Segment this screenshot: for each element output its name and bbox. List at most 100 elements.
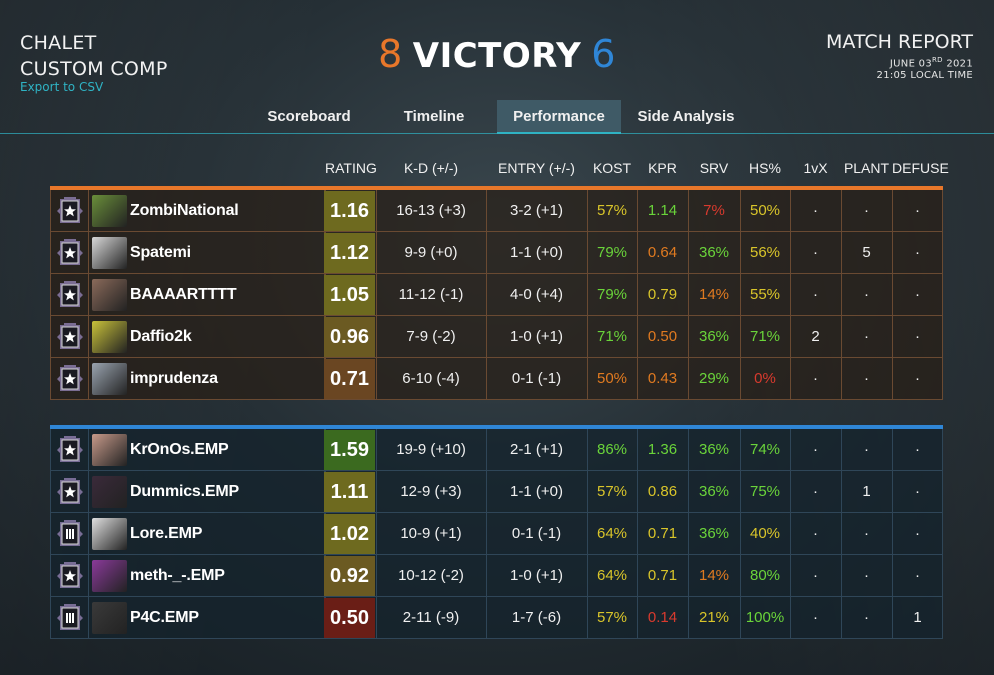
cell-divider	[892, 555, 893, 597]
player-row[interactable]: imprudenza 0.71 6-10 (-4) 0-1 (-1) 50% 0.43 29…	[50, 358, 943, 400]
stat-defuse: ·	[915, 441, 920, 458]
cell-divider	[637, 597, 638, 639]
cell-divider	[637, 232, 638, 274]
stat-plant: ·	[864, 370, 869, 387]
player-name[interactable]: Spatemi	[130, 244, 191, 261]
cell-divider	[688, 358, 689, 400]
cell-divider	[841, 232, 842, 274]
stat-hs: 100%	[745, 609, 785, 626]
stat-kpr: 1.14	[647, 202, 678, 219]
match-time: 21:05 LOCAL TIME	[876, 70, 973, 82]
cell-divider	[587, 190, 588, 232]
player-name[interactable]: P4C.EMP	[130, 609, 199, 626]
cell-divider	[740, 232, 741, 274]
cell-divider	[50, 429, 51, 471]
avatar[interactable]	[92, 363, 127, 395]
row-divider	[50, 596, 943, 597]
player-row[interactable]: P4C.EMP 0.50 2-11 (-9) 1-7 (-6) 57% 0.14 21% 10…	[50, 597, 943, 639]
cell-divider	[892, 274, 893, 316]
cell-divider	[688, 555, 689, 597]
cell-divider	[942, 429, 943, 471]
stat-srv: 14%	[698, 567, 730, 584]
avatar[interactable]	[92, 476, 127, 508]
player-row[interactable]: ZombiNational 1.16 16-13 (+3) 3-2 (+1) 57% 1.…	[50, 190, 943, 232]
stat-srv: 7%	[703, 202, 725, 219]
player-row[interactable]: Lore.EMP 1.02 10-9 (+1) 0-1 (-1) 64% 0.71 36% 4…	[50, 513, 943, 555]
cell-divider	[841, 513, 842, 555]
cell-divider	[740, 274, 741, 316]
player-name[interactable]: BAAAARTTTT	[130, 286, 237, 303]
cell-divider	[587, 429, 588, 471]
cell-divider	[790, 513, 791, 555]
tab-side-analysis[interactable]: Side Analysis	[637, 108, 735, 125]
cell-divider	[88, 429, 89, 471]
avatar[interactable]	[92, 195, 127, 227]
tab-scoreboard[interactable]: Scoreboard	[267, 108, 351, 125]
avatar[interactable]	[92, 560, 127, 592]
rank-badge-star-icon	[56, 196, 84, 226]
cell-divider	[587, 597, 588, 639]
row-divider	[50, 315, 943, 316]
avatar[interactable]	[92, 237, 127, 269]
stat-kpr: 0.71	[647, 567, 678, 584]
player-row[interactable]: KrOnOs.EMP 1.59 19-9 (+10) 2-1 (+1) 86% 1.36 3…	[50, 429, 943, 471]
stat-hs: 71%	[749, 328, 781, 345]
tab-performance[interactable]: Performance	[497, 100, 621, 134]
cell-divider	[790, 190, 791, 232]
player-row[interactable]: BAAAARTTTT 1.05 11-12 (-1) 4-0 (+4) 79% 0.79 1…	[50, 274, 943, 316]
cell-divider	[942, 190, 943, 232]
cell-divider	[376, 190, 377, 232]
tab-timeline[interactable]: Timeline	[403, 108, 465, 125]
column-header-kd: K-D (+/-)	[403, 160, 459, 176]
rating-value: 1.12	[324, 233, 375, 273]
player-name[interactable]: imprudenza	[130, 370, 218, 387]
cell-divider	[790, 471, 791, 513]
orange-score: 8	[378, 32, 403, 76]
player-row[interactable]: Daffio2k 0.96 7-9 (-2) 1-0 (+1) 71% 0.50 36% 71…	[50, 316, 943, 358]
cell-divider	[50, 190, 51, 232]
player-name[interactable]: Dummics.EMP	[130, 483, 239, 500]
avatar[interactable]	[92, 602, 127, 634]
avatar[interactable]	[92, 518, 127, 550]
cell-divider	[637, 555, 638, 597]
stat-plant: ·	[864, 328, 869, 345]
team-bar-blue	[50, 425, 943, 429]
row-divider	[50, 231, 943, 232]
player-name[interactable]: Lore.EMP	[130, 525, 203, 542]
player-row[interactable]: meth-_-.EMP 0.92 10-12 (-2) 1-0 (+1) 64% 0.71…	[50, 555, 943, 597]
stat-plant: ·	[864, 567, 869, 584]
rank-badge-bars-icon	[56, 519, 84, 549]
blue-score: 6	[591, 32, 616, 76]
stat-kpr: 0.50	[647, 328, 678, 345]
export-csv-link[interactable]: Export to CSV	[20, 80, 104, 94]
cell-divider	[942, 555, 943, 597]
cell-divider	[841, 597, 842, 639]
player-name[interactable]: ZombiNational	[130, 202, 239, 219]
cell-divider	[376, 274, 377, 316]
stat-kd: 19-9 (+10)	[396, 441, 466, 458]
stat-plant: ·	[864, 525, 869, 542]
cell-divider	[486, 232, 487, 274]
stat-kd: 10-12 (-2)	[398, 567, 464, 584]
cell-divider	[841, 190, 842, 232]
stat-kd: 6-10 (-4)	[402, 370, 460, 387]
cell-divider	[688, 232, 689, 274]
stat-onevx: 2	[811, 328, 820, 345]
avatar[interactable]	[92, 279, 127, 311]
avatar[interactable]	[92, 321, 127, 353]
avatar[interactable]	[92, 434, 127, 466]
player-name[interactable]: meth-_-.EMP	[130, 567, 225, 584]
stat-plant: ·	[864, 202, 869, 219]
cell-divider	[740, 513, 741, 555]
player-name[interactable]: Daffio2k	[130, 328, 192, 345]
cell-divider	[486, 471, 487, 513]
cell-divider	[740, 555, 741, 597]
stat-entry: 1-1 (+0)	[510, 244, 563, 261]
player-name[interactable]: KrOnOs.EMP	[130, 441, 229, 458]
cell-divider	[88, 190, 89, 232]
player-row[interactable]: Spatemi 1.12 9-9 (+0) 1-1 (+0) 79% 0.64 36% 56%…	[50, 232, 943, 274]
player-row[interactable]: Dummics.EMP 1.11 12-9 (+3) 1-1 (+0) 57% 0.86 3…	[50, 471, 943, 513]
stat-kost: 50%	[596, 370, 628, 387]
cell-divider	[587, 358, 588, 400]
stat-kpr: 0.43	[647, 370, 678, 387]
